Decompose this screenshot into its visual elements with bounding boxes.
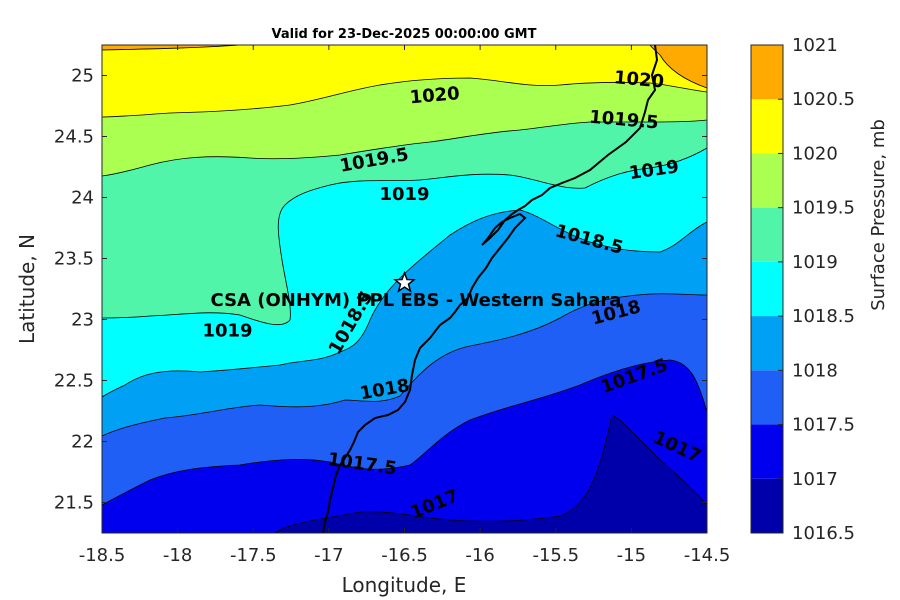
y-tick-label: 22 <box>71 432 94 453</box>
y-tick-label: 22.5 <box>54 371 94 392</box>
colorbar-swatch <box>751 153 783 208</box>
colorbar-tick-label: 1017.5 <box>792 415 855 436</box>
colorbar-swatch <box>751 478 783 533</box>
x-tick-label: -18 <box>163 545 192 566</box>
contour-label: 1020 <box>409 83 461 108</box>
colorbar-tick-label: 1018 <box>792 360 838 381</box>
x-tick-label: -17 <box>314 545 343 566</box>
contour-label: 1020 <box>613 67 665 92</box>
y-axis-ticks: 21.5 22 22.5 23 23.5 24 24.5 25 <box>54 66 707 514</box>
y-tick-label: 21.5 <box>54 493 94 514</box>
colorbar-frame <box>750 44 784 534</box>
colorbar-swatch <box>751 424 783 479</box>
colorbar-tick-label: 1021 <box>792 35 838 56</box>
site-marker-group: CSA (ONHYM) PPL EBS - Western Sahara <box>211 270 622 311</box>
colorbar-tick-label: 1016.5 <box>792 523 855 544</box>
y-tick-label: 24 <box>71 188 94 209</box>
chart-title: Valid for 23-Dec-2025 00:00:00 GMT <box>272 27 537 42</box>
y-tick-label: 24.5 <box>54 127 94 148</box>
colorbar-label: Surface Pressure, mb <box>868 119 889 311</box>
colorbar: 1016.5 1017 1017.5 1018 1018.5 1019 1019.5 1020… <box>750 35 855 544</box>
site-star-icon <box>392 270 417 293</box>
colorbar-swatch <box>751 370 783 425</box>
coastline <box>322 45 659 533</box>
y-tick-label: 23.5 <box>54 249 94 270</box>
colorbar-swatch <box>751 207 783 262</box>
x-axis-ticks: -18.5 -18 -17.5 -17 -16.5 -16 -15.5 -15 -14.5 <box>79 45 731 566</box>
x-tick-label: -17.5 <box>230 545 277 566</box>
colorbar-swatch <box>751 99 783 154</box>
site-label: CSA (ONHYM) PPL EBS - Western Sahara <box>211 290 622 311</box>
colorbar-tick-label: 1020 <box>792 143 838 164</box>
x-tick-label: -16 <box>465 545 494 566</box>
band-1020-1020.5 <box>102 45 707 118</box>
colorbar-swatch <box>751 261 783 317</box>
x-tick-label: -16.5 <box>381 545 428 566</box>
y-tick-label: 23 <box>71 310 94 331</box>
x-tick-label: -15 <box>617 545 646 566</box>
colorbar-swatch <box>751 45 783 100</box>
y-axis-label: Latitude, N <box>15 234 39 344</box>
x-tick-label: -14.5 <box>684 545 731 566</box>
y-tick-label: 25 <box>71 66 94 87</box>
colorbar-tick-label: 1020.5 <box>792 89 855 110</box>
colorbar-swatch <box>751 316 783 371</box>
plot-area <box>102 45 707 533</box>
x-tick-label: -15.5 <box>532 545 579 566</box>
contour-label: 1019 <box>202 321 252 342</box>
colorbar-tick-label: 1018.5 <box>792 306 855 327</box>
x-tick-label: -18.5 <box>79 545 126 566</box>
colorbar-tick-label: 1017 <box>792 469 838 490</box>
x-axis-label: Longitude, E <box>342 573 467 597</box>
contour-label: 1019 <box>379 184 429 205</box>
colorbar-tick-label: 1019.5 <box>792 198 855 219</box>
colorbar-tick-label: 1019 <box>792 252 838 273</box>
